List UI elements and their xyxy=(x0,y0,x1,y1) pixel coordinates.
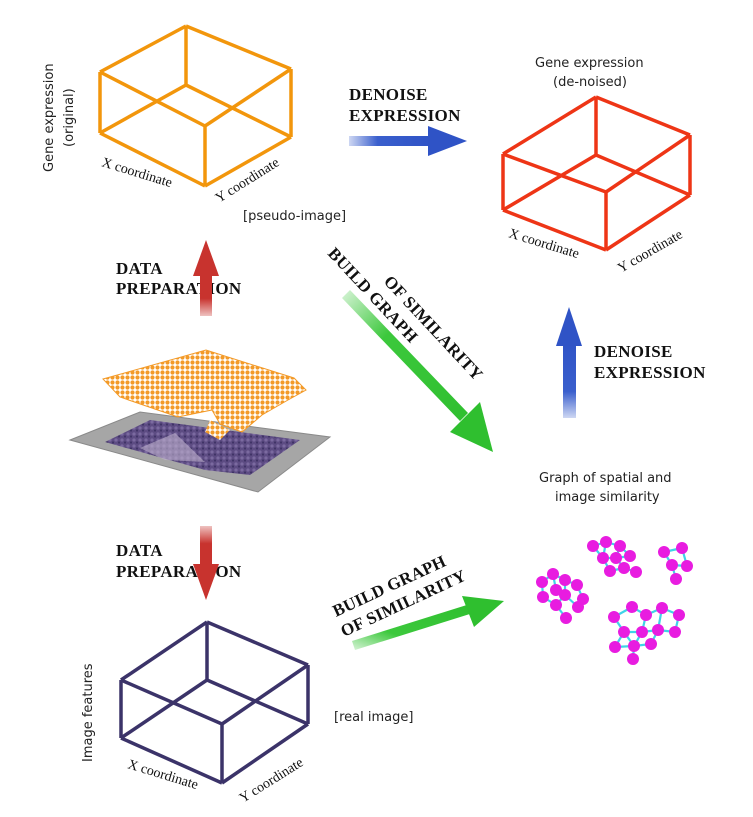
denoise-top-label-line2: EXPRESSION xyxy=(349,106,461,125)
graph-bottom-arrow xyxy=(352,596,504,650)
image-x-label: X coordinate xyxy=(126,757,200,793)
denoised-expression-box xyxy=(501,95,692,252)
prep-bottom-label-line2: PREPARATION xyxy=(116,562,242,581)
denoised-title-line1: Gene expression xyxy=(535,56,644,71)
image-features-axis-label: Image features xyxy=(81,663,96,762)
original-expression-box xyxy=(98,24,293,188)
denoise-right-label-line1: DENOISE xyxy=(594,342,673,361)
tissue-slide-image xyxy=(68,349,332,493)
original-axis-label-line1: Gene expression xyxy=(42,63,57,172)
graph-title-line1: Graph of spatial and xyxy=(539,471,672,486)
image-features-box xyxy=(119,620,310,785)
real-image-note: [real image] xyxy=(334,710,413,725)
denoise-right-label-line2: EXPRESSION xyxy=(594,363,706,382)
denoise-right-arrow xyxy=(556,307,582,418)
prep-top-arrow xyxy=(193,240,219,316)
denoised-x-label: X coordinate xyxy=(507,226,581,262)
original-x-label: X coordinate xyxy=(100,155,174,191)
graph-title-line2: image similarity xyxy=(555,490,660,505)
similarity-graph xyxy=(536,536,693,665)
prep-top-label-line2: PREPARATION xyxy=(116,279,242,298)
image-y-label: Y coordinate xyxy=(237,755,306,806)
graph-diag-arrow xyxy=(342,290,493,452)
denoise-top-arrow xyxy=(349,126,467,156)
denoised-title-line2: (de-noised) xyxy=(553,75,627,90)
denoise-top-label-line1: DENOISE xyxy=(349,85,428,104)
prep-bottom-label-line1: DATA xyxy=(116,541,163,560)
pseudo-image-note: [pseudo-image] xyxy=(243,209,346,224)
original-axis-label-line2: (original) xyxy=(62,88,77,147)
denoised-y-label: Y coordinate xyxy=(616,227,686,276)
prep-top-label-line1: DATA xyxy=(116,259,163,278)
prep-bottom-arrow xyxy=(193,526,219,600)
